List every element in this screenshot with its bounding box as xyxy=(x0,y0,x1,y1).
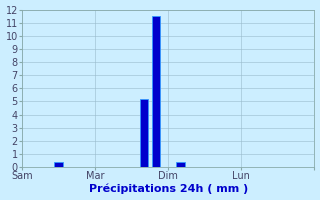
Bar xyxy=(176,162,185,167)
Bar xyxy=(140,99,148,167)
Bar xyxy=(152,16,160,167)
X-axis label: Précipitations 24h ( mm ): Précipitations 24h ( mm ) xyxy=(89,184,248,194)
Bar xyxy=(54,162,63,167)
